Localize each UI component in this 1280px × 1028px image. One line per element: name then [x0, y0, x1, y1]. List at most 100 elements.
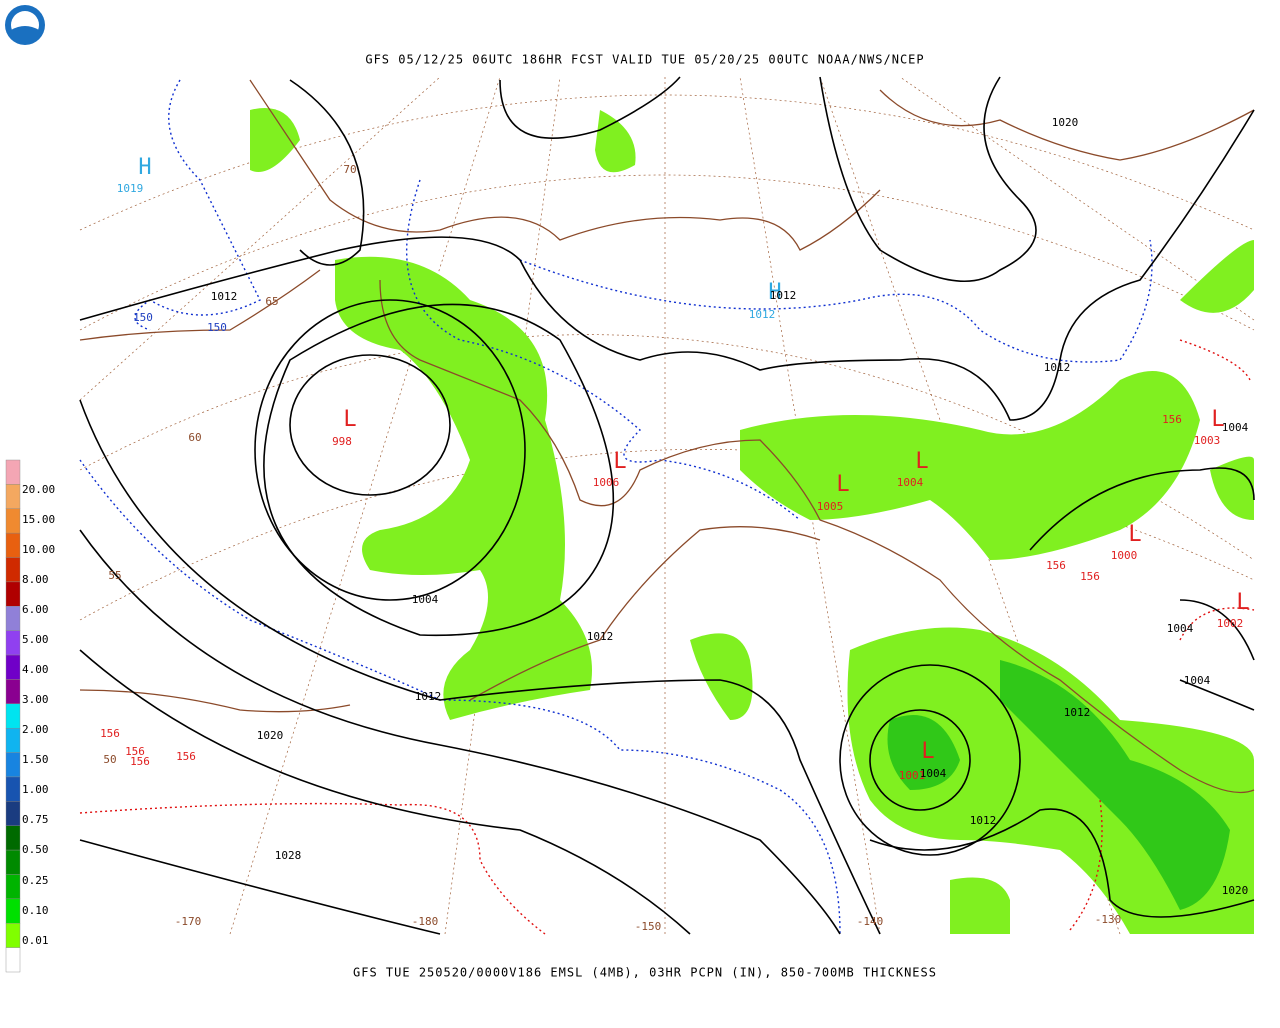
map-label: 70	[343, 163, 356, 176]
map-label: 1020	[1222, 884, 1249, 897]
legend-swatch	[5, 874, 21, 900]
map-label: 156	[125, 745, 145, 758]
legend-label: 10.00	[22, 543, 55, 556]
map-area	[79, 76, 1255, 935]
pressure-center: L	[1236, 590, 1249, 615]
legend-swatch	[5, 752, 21, 778]
legend-swatch	[5, 606, 21, 631]
legend-swatch	[5, 727, 21, 753]
map-label: 150	[207, 321, 227, 334]
legend-label: 5.00	[22, 633, 49, 646]
map-label: 50	[103, 753, 116, 766]
legend-swatch	[5, 825, 21, 851]
legend-swatch	[5, 947, 21, 973]
pressure-center: L	[836, 472, 849, 497]
map-label: 156	[1046, 559, 1066, 572]
legend-swatch	[5, 630, 21, 656]
map-label: 1004	[412, 593, 439, 606]
map-label: 150	[133, 311, 153, 324]
map-label: 1004	[897, 476, 924, 489]
legend-swatch	[5, 654, 21, 680]
legend-swatch	[5, 581, 21, 607]
legend-swatch	[5, 923, 21, 948]
map-label: 156	[1162, 413, 1182, 426]
map-label: -170	[175, 915, 202, 928]
legend-label: 15.00	[22, 513, 55, 526]
map-label: -180	[412, 915, 439, 928]
legend-label: 2.00	[22, 723, 49, 736]
legend-label: 0.50	[22, 843, 49, 856]
legend-label: 0.10	[22, 904, 49, 917]
legend-swatch	[5, 776, 21, 802]
map-label: 1019	[117, 182, 144, 195]
legend-label: 0.75	[22, 813, 49, 826]
pressure-center: H	[138, 155, 151, 180]
legend-swatch	[5, 703, 21, 729]
map-label: 998	[332, 435, 352, 448]
legend-swatch	[5, 898, 21, 924]
legend-swatch	[5, 801, 21, 826]
map-label: 1020	[257, 729, 284, 742]
legend-swatch	[5, 532, 21, 558]
legend-swatch	[5, 508, 21, 534]
map-label: -150	[635, 920, 662, 933]
pressure-center: L	[613, 449, 626, 474]
map-label: 55	[108, 569, 121, 582]
map-label: 1004	[1222, 421, 1249, 434]
legend-label: 1.00	[22, 783, 49, 796]
legend-label: 20.00	[22, 483, 55, 496]
map-label: 1012	[1044, 361, 1071, 374]
map-label: 1028	[275, 849, 302, 862]
legend-label: 8.00	[22, 573, 49, 586]
legend-swatch	[5, 849, 21, 875]
map-label: 156	[1080, 570, 1100, 583]
legend-swatch	[5, 459, 21, 485]
legend: 20.00 15.00 10.00 8.00 6.00 5.00 4.00 3.00 2.00 1…	[5, 459, 55, 973]
legend-label: 0.01	[22, 934, 49, 947]
map-label: 1006	[593, 476, 620, 489]
map-label: -130	[1095, 913, 1122, 926]
legend-swatch	[5, 557, 21, 583]
map-label: -140	[857, 915, 884, 928]
pressure-center: H	[768, 280, 781, 305]
legend-label: 1.50	[22, 753, 49, 766]
map-label: 1000	[1111, 549, 1138, 562]
pressure-center: L	[1211, 407, 1224, 432]
map-labels: H 1019 1012 150 150 70 65 60 55 50 L 998 1004 1012 101…	[100, 116, 1250, 933]
map-label: 156	[100, 727, 120, 740]
map-footer: GFS TUE 250520/0000V186 EMSL (4MB), 03HR…	[353, 966, 937, 980]
map-label: 1012	[211, 290, 238, 303]
map-label: 1012	[970, 814, 997, 827]
map-label: 1012	[749, 308, 776, 321]
map-label: 1002	[1217, 617, 1244, 630]
legend-swatch	[5, 484, 21, 509]
pressure-center: L	[1128, 522, 1141, 547]
map-label: 156	[130, 755, 150, 768]
legend-label: 3.00	[22, 693, 49, 706]
map-label: 1003	[1194, 434, 1221, 447]
pressure-center: L	[921, 739, 934, 764]
map-label: 1004	[920, 767, 947, 780]
pressure-center: L	[915, 449, 928, 474]
legend-label: 0.25	[22, 874, 49, 887]
map-label: 1012	[770, 289, 797, 302]
map-label: 1012	[415, 690, 442, 703]
pressure-center: L	[343, 407, 356, 432]
map-title: GFS 05/12/25 06UTC 186HR FCST VALID TUE …	[365, 53, 924, 67]
map-label: 1004	[1167, 622, 1194, 635]
map-label: 1004	[1184, 674, 1211, 687]
map-label: 65	[265, 295, 278, 308]
legend-swatch	[5, 679, 21, 705]
map-label: 1005	[817, 500, 844, 513]
legend-label: 6.00	[22, 603, 49, 616]
map-label: 1012	[1064, 706, 1091, 719]
map-label: 156	[176, 750, 196, 763]
map-label: 1020	[1052, 116, 1079, 129]
map-label: 60	[188, 431, 201, 444]
legend-label: 4.00	[22, 663, 49, 676]
map-label: 1001	[899, 769, 926, 782]
noaa-logo	[5, 5, 45, 45]
map-label: 1012	[587, 630, 614, 643]
